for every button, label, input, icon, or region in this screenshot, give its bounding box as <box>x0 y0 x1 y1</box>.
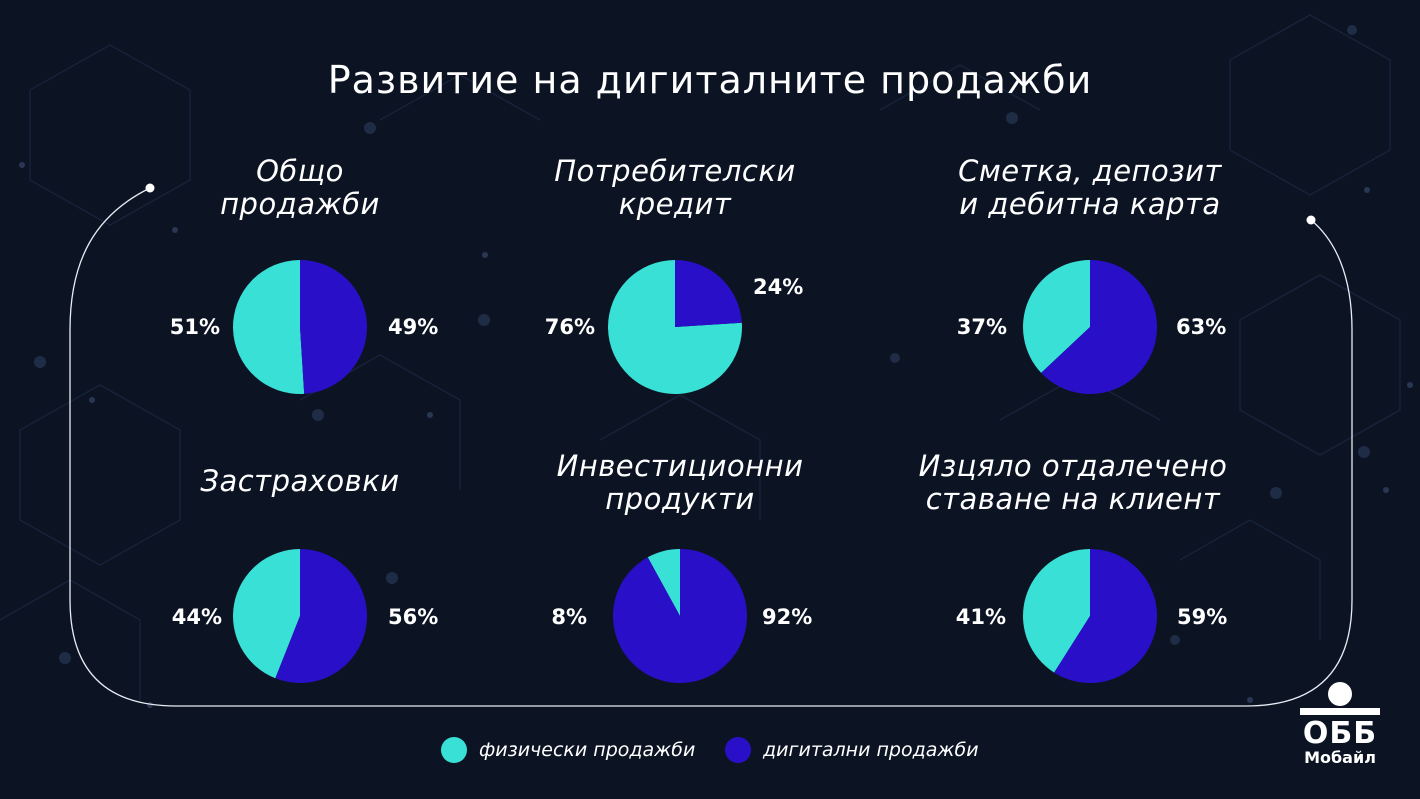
ubb-mobile-logo: ОББ Мобайл <box>1292 680 1388 772</box>
chart-panel-consumer-credit: Потребителски кредит 76% 24% <box>465 155 885 445</box>
legend-physical: физически продажби <box>441 733 695 767</box>
digital-percent-label: 63% <box>1176 315 1227 339</box>
legend-label-physical: физически продажби <box>479 739 696 761</box>
physical-percent-label: 44% <box>171 605 222 629</box>
physical-percent-label: 8% <box>551 605 587 629</box>
logo-mark-icon <box>1300 682 1380 715</box>
legend-label-digital: дигитални продажби <box>763 739 979 761</box>
chart-title: Застраховки <box>90 465 510 498</box>
pie-slice-physical <box>232 549 300 679</box>
chart-title-line: и дебитна карта <box>959 187 1221 221</box>
pie-chart <box>608 260 742 394</box>
digital-percent-label: 24% <box>753 275 804 299</box>
pie-chart <box>1023 549 1157 683</box>
chart-title-line: Сметка, депозит <box>958 154 1222 188</box>
pie-slice-digital <box>1054 549 1157 683</box>
digital-percent-label: 59% <box>1177 605 1228 629</box>
chart-title-line: ставане на клиент <box>925 482 1221 516</box>
pie-slice-physical <box>1023 260 1090 373</box>
chart-title-line: продукти <box>605 482 755 516</box>
chart-panel-total-sales: Общо продажби 51% 49% <box>90 155 510 445</box>
legend-swatch-physical <box>441 737 467 763</box>
pie-slice-digital <box>675 260 742 327</box>
physical-percent-label: 41% <box>955 605 1006 629</box>
pie-chart <box>1023 260 1157 394</box>
chart-panel-remote-onboarding: Изцяло отдалечено ставане на клиент 41% … <box>863 450 1283 740</box>
digital-percent-label: 49% <box>388 315 439 339</box>
chart-title: Общо продажби <box>90 155 510 221</box>
page-title: Развитие на дигиталните продажби <box>327 58 1093 102</box>
pie-slice-digital <box>1041 260 1157 394</box>
chart-title-line: кредит <box>618 187 732 221</box>
pie-chart <box>232 260 367 394</box>
pie-chart <box>232 549 367 683</box>
pie-slice-physical <box>232 260 305 394</box>
logo-subtitle: Мобайл <box>1304 748 1376 767</box>
pie-chart <box>613 549 747 683</box>
physical-percent-label: 37% <box>956 315 1007 339</box>
chart-title: Потребителски кредит <box>465 155 885 221</box>
chart-title-line: Инвестиционни <box>556 449 804 483</box>
logo-wordmark: ОББ <box>1302 716 1378 751</box>
pie-slice-physical <box>1023 549 1090 673</box>
chart-panel-account-deposit-card: Сметка, депозит и дебитна карта 37% 63% <box>880 155 1300 445</box>
legend-digital: дигитални продажби <box>725 733 979 767</box>
digital-percent-label: 56% <box>388 605 439 629</box>
chart-title: Сметка, депозит и дебитна карта <box>880 155 1300 221</box>
chart-title: Изцяло отдалечено ставане на клиент <box>863 450 1283 516</box>
chart-title-line: продажби <box>220 187 380 221</box>
pie-slice-digital <box>275 549 367 683</box>
digital-percent-label: 92% <box>762 605 813 629</box>
chart-title: Инвестиционни продукти <box>470 450 890 516</box>
chart-panel-insurance: Застраховки 44% 56% <box>90 450 510 740</box>
pie-slice-digital <box>613 549 747 683</box>
chart-title-line: Потребителски <box>554 154 796 188</box>
chart-panel-investment-products: Инвестиционни продукти 8% 92% <box>470 450 890 740</box>
chart-title-line: Общо <box>256 154 344 188</box>
pie-slice-digital <box>300 260 367 394</box>
physical-percent-label: 76% <box>544 315 595 339</box>
pie-slice-physical <box>647 549 680 616</box>
physical-percent-label: 51% <box>169 315 220 339</box>
chart-title-line: Изцяло отдалечено <box>918 449 1228 483</box>
chart-title-line: Застраховки <box>200 464 400 498</box>
legend-swatch-digital <box>725 737 751 763</box>
